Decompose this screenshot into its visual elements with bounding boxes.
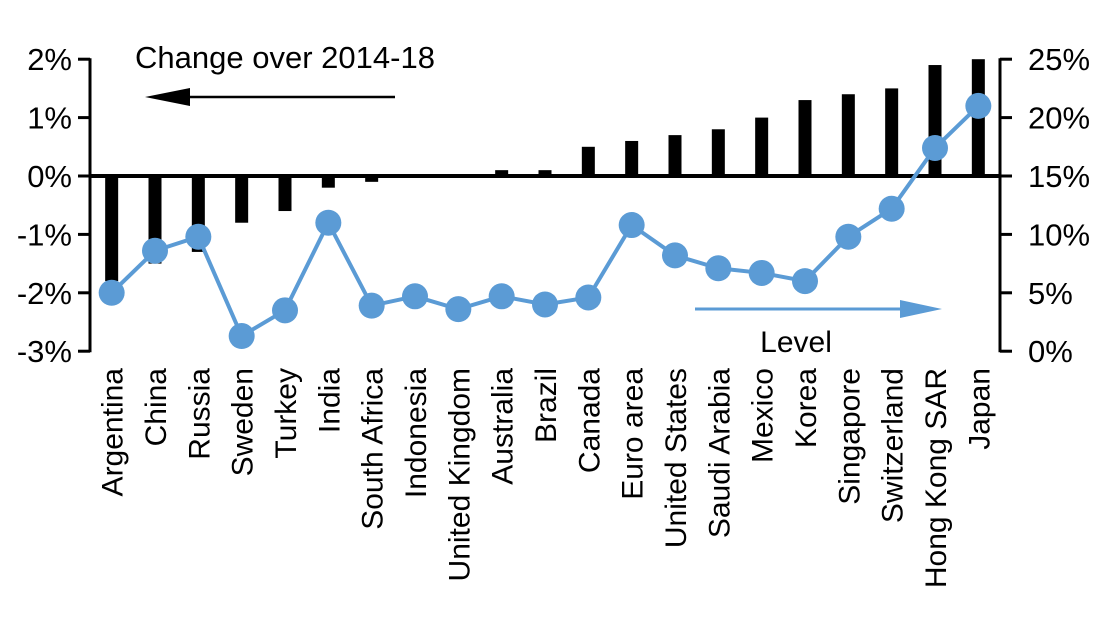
right-axis-tick-label: 10% [1028, 217, 1090, 252]
level-marker-6 [358, 292, 385, 319]
x-axis-label-south-africa: South Africa [357, 368, 390, 530]
bar-change-5 [321, 176, 335, 188]
bar-change-16 [798, 100, 812, 176]
bar-change-6 [365, 176, 379, 182]
x-axis-label-mexico: Mexico [747, 368, 780, 463]
right-axis-tick-label: 0% [1028, 334, 1073, 369]
level-marker-4 [272, 297, 298, 324]
right-axis-tick-label: 15% [1028, 159, 1090, 194]
bar-change-18 [885, 88, 899, 176]
bar-change-3 [235, 176, 249, 223]
bar-change-12 [625, 140, 639, 176]
x-axis-label-euro-area: Euro area [617, 368, 650, 500]
right-arrow-head [900, 300, 942, 318]
right-series-title: Level [760, 326, 832, 359]
bar-change-11 [581, 146, 595, 176]
left-series-title: Change over 2014-18 [135, 40, 435, 75]
x-axis-label-india: India [313, 368, 346, 433]
x-axis-label-japan: Japan [963, 368, 996, 450]
x-axis-label-united-kingdom: United Kingdom [443, 368, 476, 581]
level-marker-7 [402, 283, 428, 310]
left-axis-tick-label: 1% [27, 101, 72, 136]
bar-change-9 [495, 170, 509, 176]
level-marker-9 [488, 283, 515, 310]
level-marker-2 [185, 223, 212, 250]
level-marker-8 [445, 296, 472, 323]
x-axis-label-sweden: Sweden [227, 368, 260, 476]
left-axis-tick-label: 0% [27, 159, 72, 194]
x-axis-label-saudi-arabia: Saudi Arabia [703, 368, 736, 538]
bar-change-0 [105, 176, 119, 282]
level-marker-5 [315, 209, 342, 236]
x-axis-label-switzerland: Switzerland [877, 368, 910, 523]
left-axis-tick-label: -1% [17, 217, 72, 252]
x-axis-label-russia: Russia [183, 368, 216, 460]
level-marker-16 [792, 268, 818, 295]
bar-change-13 [668, 135, 682, 176]
level-marker-15 [748, 259, 775, 286]
level-marker-3 [228, 323, 255, 350]
left-axis-tick-label: -3% [17, 334, 72, 369]
x-axis-label-china: China [140, 368, 173, 447]
x-axis-label-singapore: Singapore [833, 368, 866, 505]
left-axis-tick-label: 2% [27, 42, 72, 77]
x-axis-label-indonesia: Indonesia [400, 368, 433, 498]
level-marker-14 [705, 255, 732, 282]
bar-change-10 [538, 170, 552, 176]
x-axis-label-brazil: Brazil [530, 368, 563, 443]
bar-change-4 [278, 176, 292, 212]
bar-change-15 [755, 117, 769, 176]
x-axis-label-australia: Australia [487, 368, 520, 485]
level-marker-1 [142, 237, 168, 264]
right-axis-tick-label: 25% [1028, 42, 1090, 77]
level-marker-20 [965, 92, 992, 119]
bar-change-14 [711, 129, 725, 176]
left-axis-tick-label: -2% [17, 276, 72, 311]
level-marker-13 [662, 242, 688, 269]
x-axis-label-argentina: Argentina [97, 368, 130, 497]
right-axis-tick-label: 20% [1028, 101, 1090, 136]
x-axis-label-canada: Canada [573, 368, 606, 473]
level-marker-0 [98, 279, 125, 306]
level-marker-19 [922, 134, 948, 161]
level-marker-18 [878, 195, 905, 222]
level-marker-10 [532, 291, 558, 318]
x-axis-label-korea: Korea [790, 368, 823, 448]
x-axis-label-turkey: Turkey [270, 368, 303, 459]
right-axis-tick-label: 5% [1028, 276, 1073, 311]
left-arrow-head [145, 88, 190, 106]
level-marker-12 [618, 212, 645, 239]
x-axis-label-hong-kong-sar: Hong Kong SAR [920, 368, 953, 588]
bar-change-17 [841, 94, 855, 176]
level-marker-17 [835, 223, 862, 250]
level-marker-11 [575, 284, 602, 311]
x-axis-label-united-states: United States [660, 368, 693, 548]
